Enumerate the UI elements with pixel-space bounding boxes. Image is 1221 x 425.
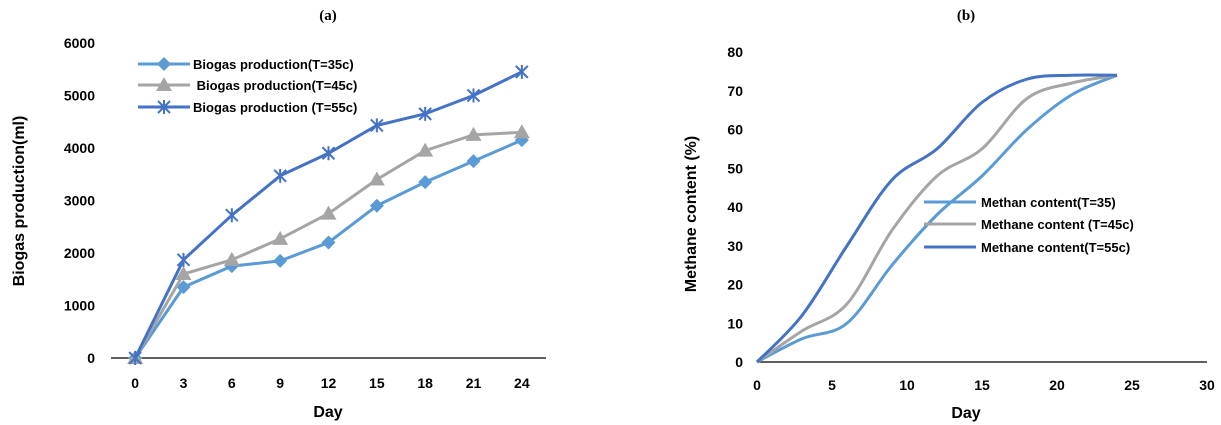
data-point-a <box>272 230 289 245</box>
y-tick-label-a: 1000 <box>64 298 95 314</box>
data-point-a <box>176 280 191 295</box>
y-tick-label-b: 40 <box>727 199 743 215</box>
legend-marker-a <box>157 57 171 71</box>
x-tick-label-a: 15 <box>369 375 385 391</box>
legend-label-b: Methane content (T=45c) <box>981 217 1134 232</box>
y-tick-label-a: 3000 <box>64 193 95 209</box>
y-axis-title-b: Methane content (%) <box>683 136 700 292</box>
data-point-a <box>368 171 385 186</box>
y-tick-label-a: 4000 <box>64 140 95 156</box>
x-tick-label-a: 0 <box>131 375 139 391</box>
x-tick-label-b: 15 <box>974 377 990 393</box>
data-point-a <box>223 251 240 266</box>
legend-label-b: Methan content(T=35) <box>981 195 1116 210</box>
x-tick-label-a: 6 <box>228 375 236 391</box>
x-tick-label-b: 5 <box>828 377 836 393</box>
data-point-a <box>418 175 433 190</box>
data-point-a <box>417 142 434 157</box>
series-line-b-1 <box>756 73 1118 364</box>
series-line-a-0 <box>128 133 529 365</box>
y-ticks-b: 0 10 20 30 40 50 60 70 80 <box>727 44 743 370</box>
y-tick-label-b: 10 <box>727 315 743 331</box>
y-tick-label-a: 2000 <box>64 245 95 261</box>
x-ticks-b: 0 5 10 15 20 25 30 <box>753 377 1215 393</box>
data-point-a <box>369 198 384 213</box>
data-point-a <box>466 154 481 169</box>
y-tick-label-a: 0 <box>87 350 95 366</box>
series-line-b-2 <box>755 73 1118 364</box>
y-tick-label-a: 6000 <box>64 35 95 51</box>
y-tick-label-b: 80 <box>727 44 743 60</box>
y-tick-label-b: 0 <box>735 354 743 370</box>
y-tick-label-b: 30 <box>727 238 743 254</box>
data-point-a <box>320 205 337 220</box>
data-point-a <box>321 146 336 161</box>
x-tick-label-a: 21 <box>466 375 482 391</box>
series-a <box>127 64 530 365</box>
x-axis-title-b: Day <box>951 405 980 422</box>
panel-label-a: (a) <box>319 8 337 24</box>
x-tick-label-a: 12 <box>321 375 337 391</box>
data-point-a <box>321 235 336 250</box>
data-point-a <box>225 208 239 223</box>
x-tick-label-a: 9 <box>276 375 284 391</box>
data-point-a <box>370 118 384 133</box>
y-tick-label-b: 60 <box>727 122 743 138</box>
x-tick-label-a: 24 <box>514 375 530 391</box>
x-tick-label-b: 10 <box>899 377 915 393</box>
data-point-a <box>418 106 432 121</box>
legend-label-b: Methane content(T=55c) <box>981 240 1130 255</box>
legend-a: Biogas production(T=35c) Biogas producti… <box>138 57 357 115</box>
chart-methane-content: (b) 0 10 20 30 40 50 60 70 80 0 5 10 15 20 25 30 Day M… <box>683 8 1215 422</box>
series-line-a-2 <box>128 64 529 365</box>
x-tick-label-b: 30 <box>1199 377 1215 393</box>
data-point-a <box>465 126 482 141</box>
y-ticks-a: 0 1000 2000 3000 4000 5000 6000 <box>64 35 95 366</box>
y-axis-title-a: Biogas production(ml) <box>11 116 28 287</box>
legend-marker-a <box>157 100 171 114</box>
x-tick-label-b: 20 <box>1049 377 1065 393</box>
data-point-a <box>175 266 192 280</box>
data-point-a <box>466 88 481 103</box>
chart-biogas-production: (a) 0 1000 2000 3000 4000 5000 6000 0 3 6 9 12 15 18… <box>11 8 546 421</box>
data-point-a <box>515 64 529 79</box>
data-point-a <box>513 124 530 139</box>
series-b <box>755 73 1118 364</box>
x-ticks-a: 0 3 6 9 12 15 18 21 24 <box>131 375 530 391</box>
y-tick-label-b: 20 <box>727 277 743 293</box>
legend-marker-a <box>156 77 172 91</box>
data-point-a <box>128 351 142 365</box>
panel-label-b: (b) <box>957 8 975 24</box>
y-tick-label-b: 70 <box>727 83 743 99</box>
x-tick-label-b: 25 <box>1124 377 1140 393</box>
legend-label-a: Biogas production(T=45c) <box>193 78 357 93</box>
x-axis-title-a: Day <box>313 404 342 421</box>
legend-label-a: Biogas production (T=55c) <box>193 100 357 115</box>
x-tick-label-a: 3 <box>180 375 188 391</box>
data-point-a <box>176 252 191 267</box>
legend-b: Methan content(T=35) Methane content (T=4… <box>924 195 1134 255</box>
legend-label-a: Biogas production(T=35c) <box>193 57 354 72</box>
x-tick-label-b: 0 <box>753 377 761 393</box>
x-tick-label-a: 18 <box>417 375 433 391</box>
series-line-b-0 <box>756 73 1118 364</box>
y-tick-label-a: 5000 <box>64 88 95 104</box>
y-tick-label-b: 50 <box>727 160 743 176</box>
data-point-a <box>273 168 287 183</box>
data-point-a <box>273 253 288 268</box>
